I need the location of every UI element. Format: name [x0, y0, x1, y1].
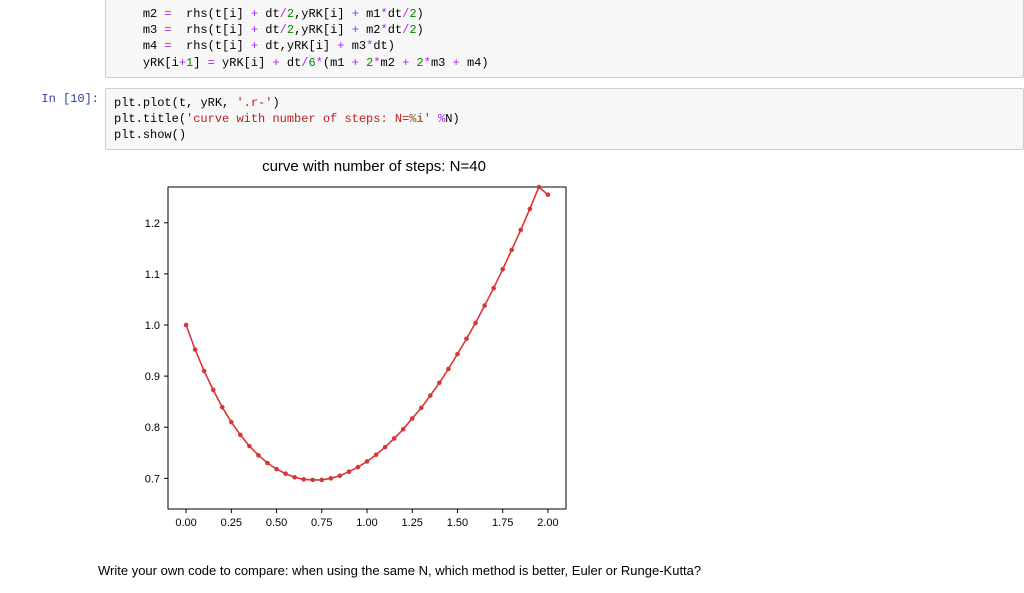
svg-text:0.8: 0.8 [145, 423, 160, 435]
code-input-area[interactable]: m2 = rhs(t[i] + dt/2,yRK[i] + m1*dt/2) m… [105, 0, 1024, 78]
svg-text:0.75: 0.75 [311, 517, 332, 529]
svg-text:1.2: 1.2 [145, 218, 160, 230]
matplotlib-figure: curve with number of steps: N=40 0.00 0.2… [100, 156, 580, 539]
svg-text:2.00: 2.00 [537, 517, 558, 529]
code-input-area[interactable]: plt.plot(t, yRK, '.r-') plt.title('curve… [105, 88, 1024, 151]
svg-text:0.7: 0.7 [145, 474, 160, 486]
cell-output: curve with number of steps: N=40 0.00 0.2… [0, 150, 1024, 545]
svg-text:0.00: 0.00 [175, 517, 196, 529]
svg-text:0.50: 0.50 [266, 517, 287, 529]
jupyter-notebook: m2 = rhs(t[i] + dt/2,yRK[i] + m1*dt/2) m… [0, 0, 1024, 590]
prompt-blank [0, 0, 105, 78]
code-cell-prev: m2 = rhs(t[i] + dt/2,yRK[i] + m1*dt/2) m… [0, 0, 1024, 78]
chart-svg: 0.00 0.25 0.50 0.75 1.00 1.25 1.50 1.75 2.00 0.7 0… [100, 179, 580, 539]
svg-text:1.50: 1.50 [447, 517, 468, 529]
code-cell-10: In [10]: plt.plot(t, yRK, '.r-') plt.tit… [0, 88, 1024, 151]
markdown-text: Write your own code to compare: when usi… [0, 545, 1024, 590]
cell-prompt: In [10]: [0, 88, 105, 151]
svg-text:1.1: 1.1 [145, 269, 160, 281]
svg-text:1.0: 1.0 [145, 320, 160, 332]
svg-text:1.75: 1.75 [492, 517, 513, 529]
svg-text:1.25: 1.25 [402, 517, 423, 529]
code-block: m2 = rhs(t[i] + dt/2,yRK[i] + m1*dt/2) m… [114, 6, 1015, 71]
svg-text:1.00: 1.00 [356, 517, 377, 529]
chart-title: curve with number of steps: N=40 [100, 156, 580, 179]
code-block: plt.plot(t, yRK, '.r-') plt.title('curve… [114, 95, 1015, 144]
svg-text:0.25: 0.25 [221, 517, 242, 529]
svg-text:0.9: 0.9 [145, 371, 160, 383]
